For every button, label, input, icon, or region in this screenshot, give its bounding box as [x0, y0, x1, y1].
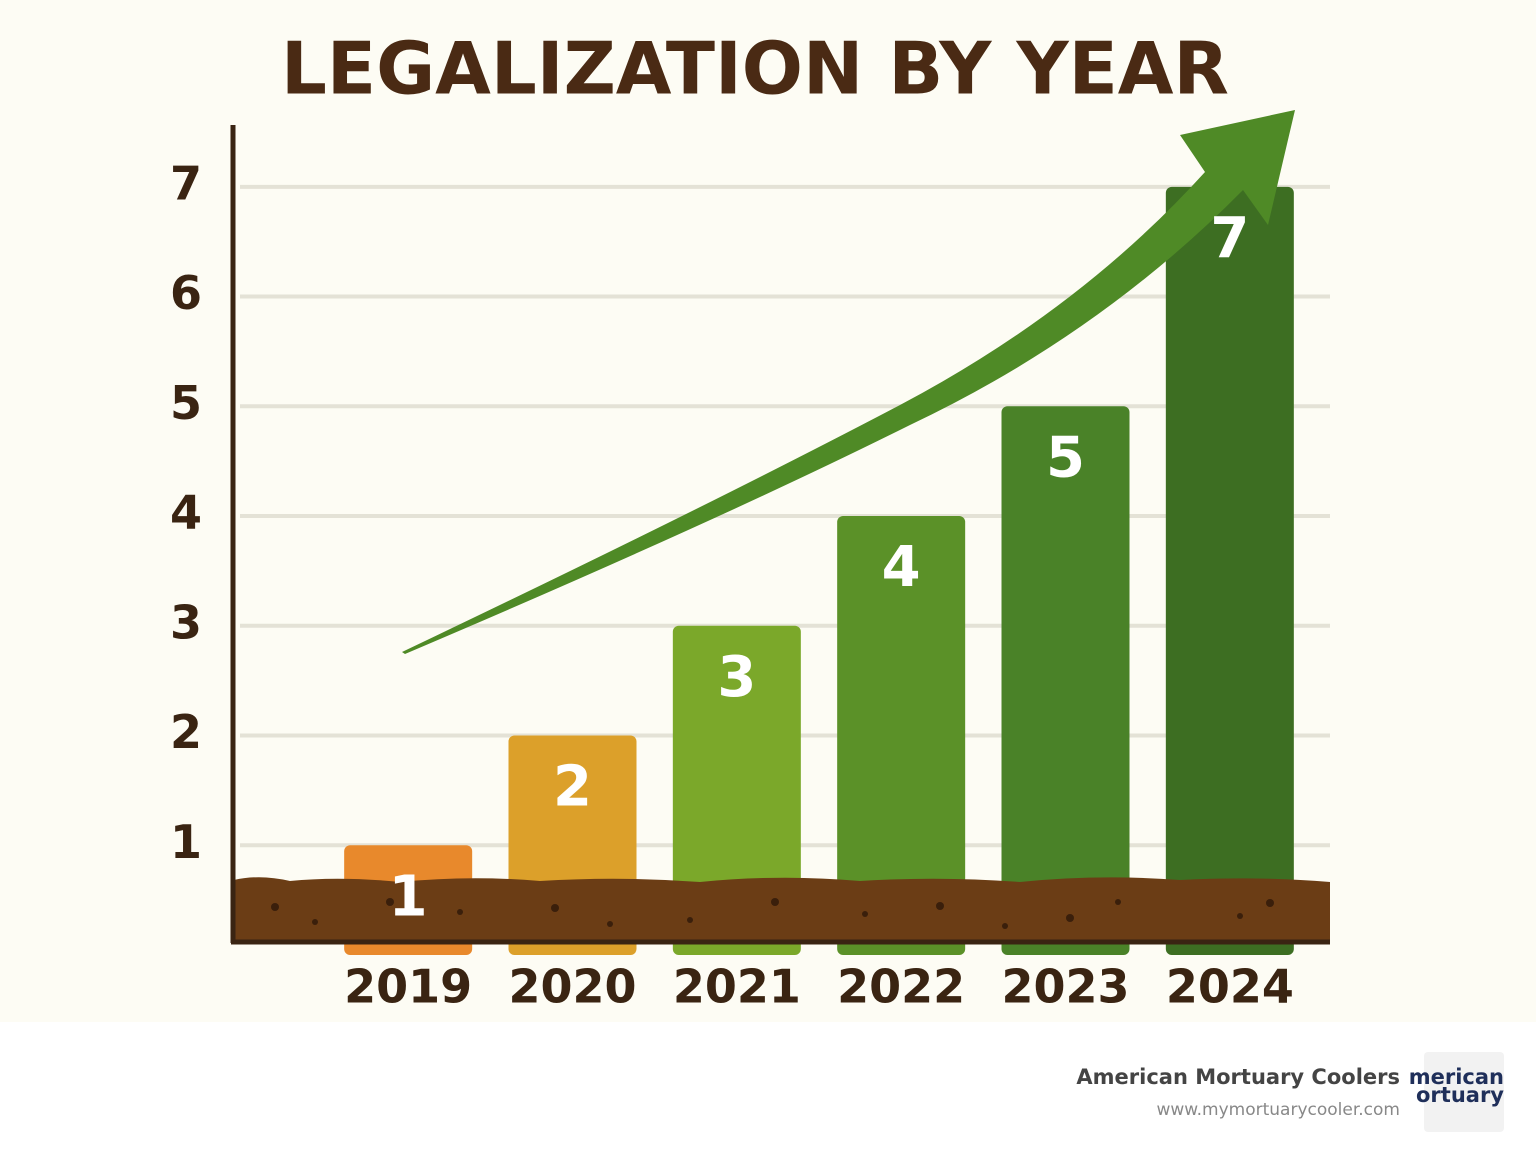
- y-tick-label: 3: [170, 595, 202, 649]
- x-tick-label: 2024: [1166, 960, 1294, 1014]
- soil: [234, 877, 1330, 942]
- x-tick-label: 2022: [837, 960, 965, 1014]
- x-tick-label: 2020: [508, 960, 636, 1014]
- soil-specks: [271, 898, 1274, 929]
- y-tick-label: 7: [170, 156, 202, 210]
- x-tick-label: 2023: [1001, 960, 1129, 1014]
- footer-url: www.mymortuarycooler.com: [1156, 1100, 1400, 1120]
- trend-arrow: [402, 110, 1295, 654]
- y-tick-label: 2: [170, 705, 202, 759]
- x-tick-label: 2021: [673, 960, 801, 1014]
- data-label: 7: [1210, 206, 1249, 271]
- data-label: 1: [389, 864, 428, 929]
- data-label: 5: [1046, 425, 1085, 490]
- logo-text: ortuary: [1416, 1083, 1504, 1107]
- bar: [1165, 186, 1294, 955]
- footer-company: American Mortuary Coolers: [1076, 1065, 1400, 1089]
- logo-text: merican: [1409, 1065, 1504, 1089]
- y-tick-label: 6: [170, 266, 202, 320]
- bar: [1001, 406, 1130, 955]
- bar: [672, 625, 801, 955]
- y-tick-label: 4: [170, 486, 202, 540]
- chart-title: LEGALIZATION BY YEAR: [281, 27, 1229, 111]
- data-label: 4: [882, 535, 921, 600]
- data-label: 2: [553, 755, 592, 820]
- y-tick-label: 5: [170, 376, 202, 430]
- logo: [1424, 1052, 1504, 1132]
- x-tick-label: 2019: [344, 960, 472, 1014]
- data-label: 3: [717, 645, 756, 710]
- bar: [837, 516, 966, 955]
- footer: [0, 1022, 1536, 1154]
- y-tick-label: 1: [170, 815, 202, 869]
